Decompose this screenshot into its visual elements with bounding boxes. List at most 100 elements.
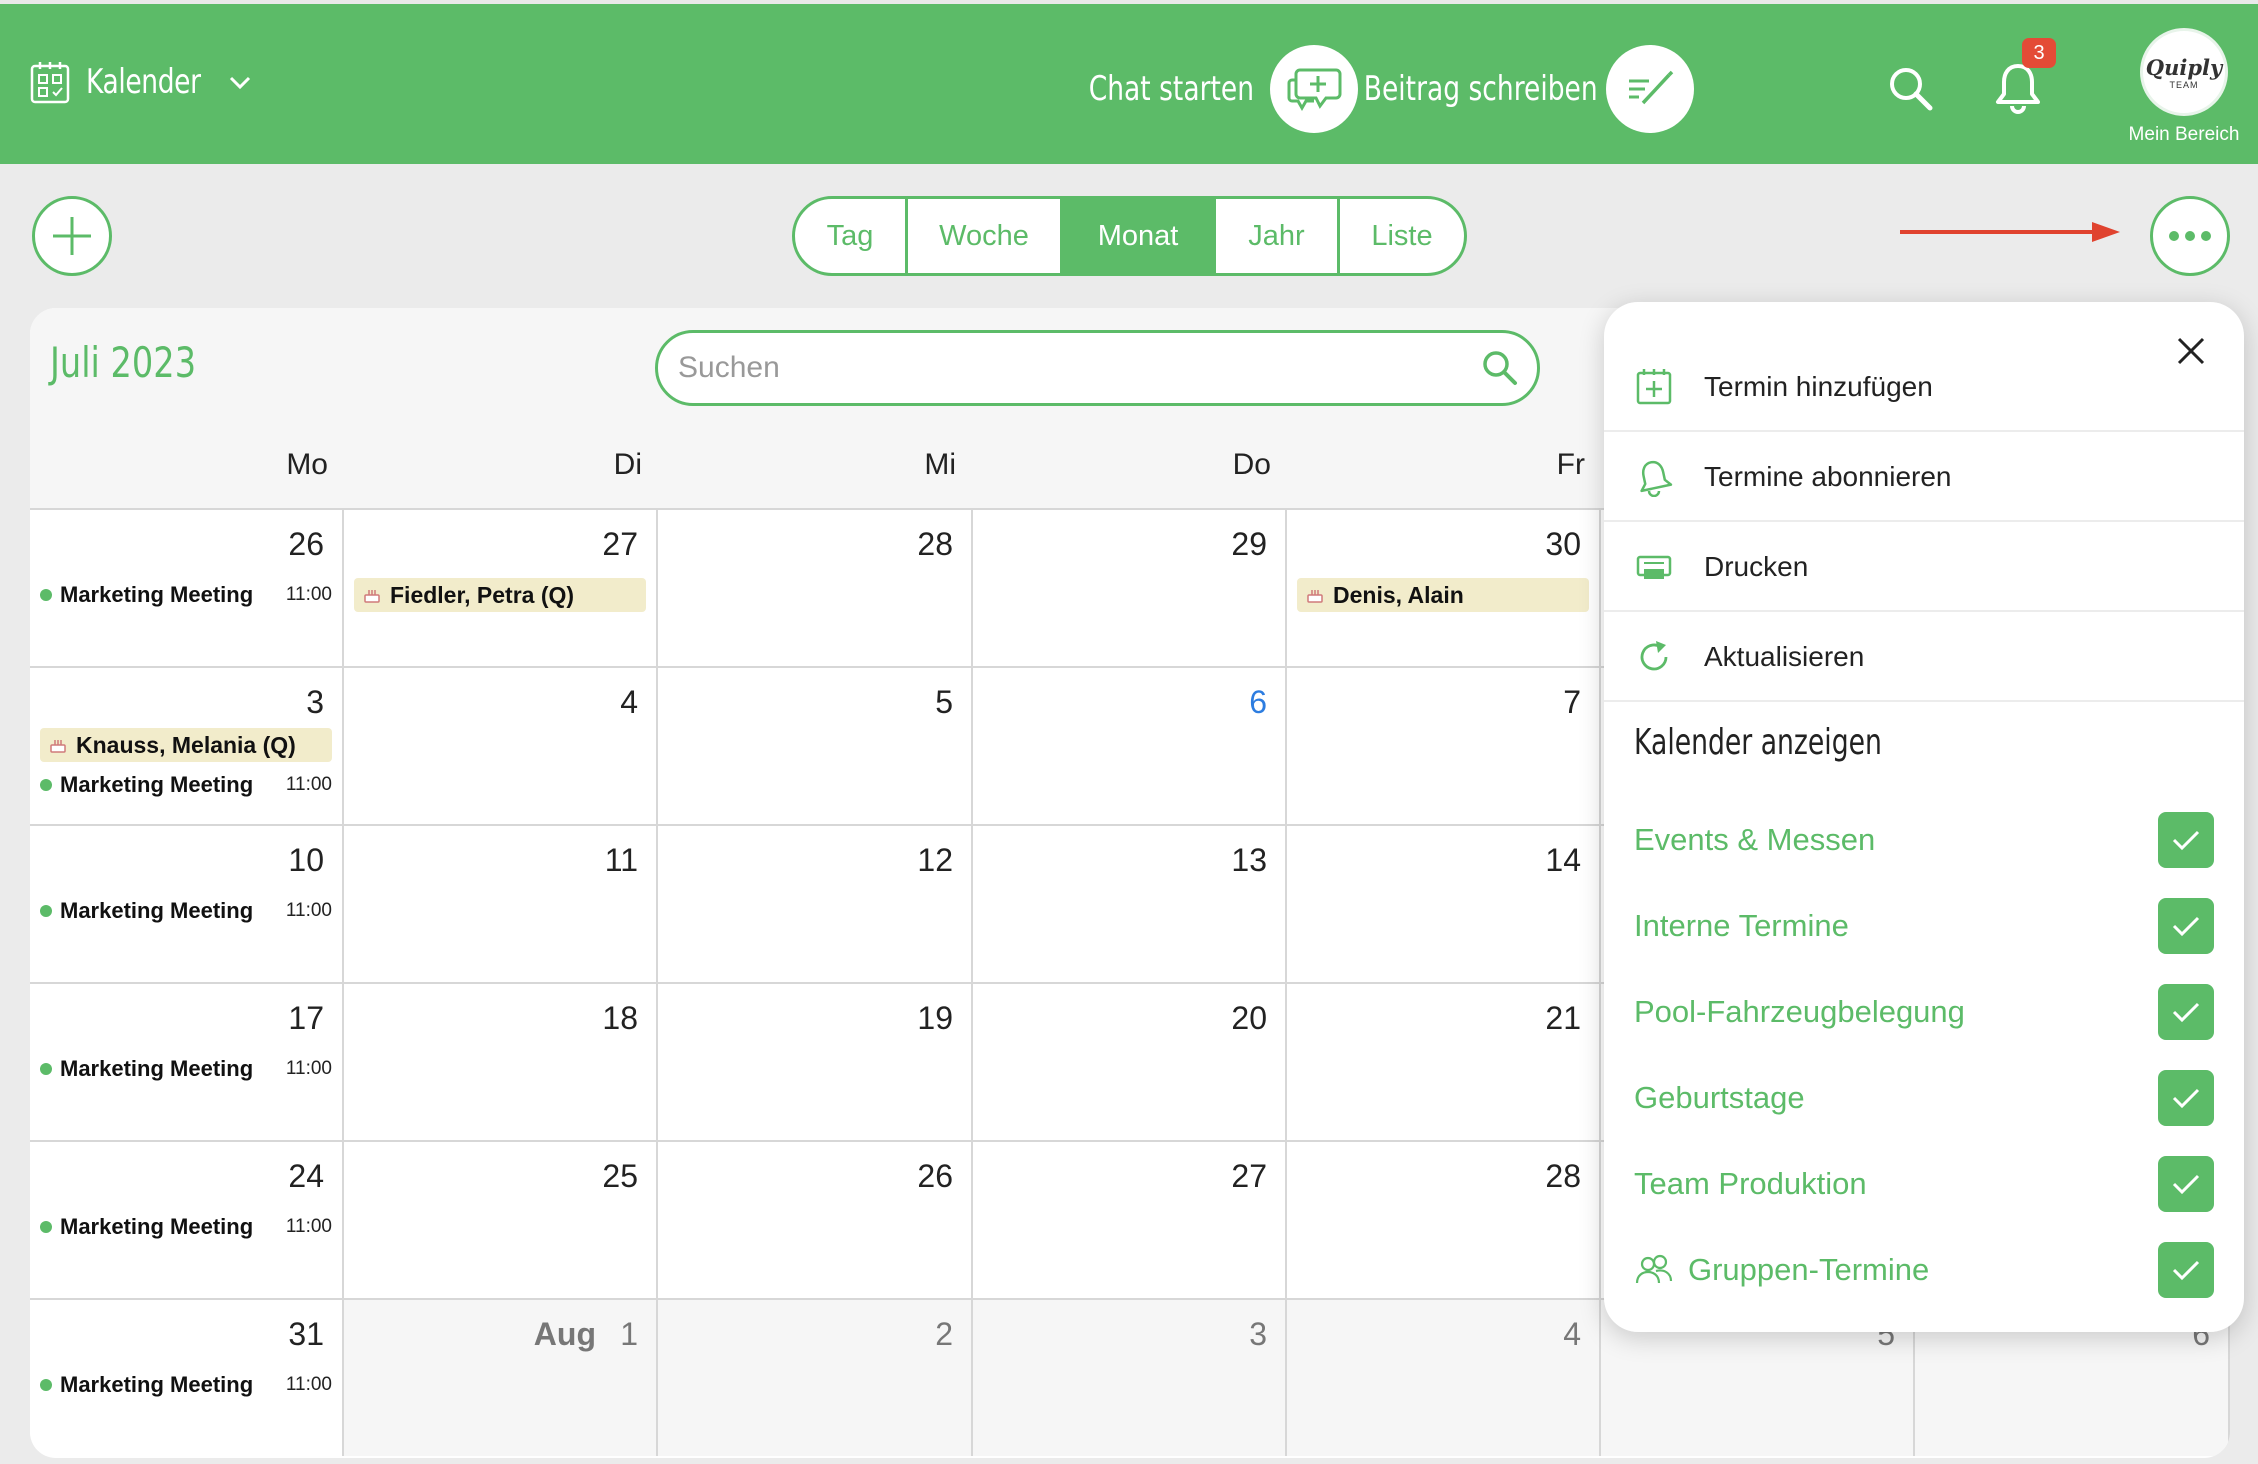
day-cell[interactable]: 27 <box>973 1140 1287 1298</box>
search-input[interactable] <box>678 343 1438 393</box>
search-icon[interactable] <box>1481 349 1519 387</box>
day-cell[interactable]: 26 Marketing Meeting 11:00 <box>30 508 344 666</box>
day-number: 30 <box>1545 526 1581 562</box>
top-bar: Kalender Chat starten Beitrag schreiben <box>0 0 2258 164</box>
more-options-button[interactable] <box>2150 196 2230 276</box>
write-post-label: Beitrag schreiben <box>1363 69 1598 109</box>
tab-month[interactable]: Monat <box>1063 199 1216 273</box>
day-cell[interactable]: 26 <box>658 1140 973 1298</box>
day-number: 14 <box>1545 842 1581 878</box>
day-cell[interactable]: 6 <box>973 666 1287 824</box>
day-cell[interactable]: 3 <box>973 1298 1287 1456</box>
day-cell[interactable]: 21 <box>1287 982 1601 1140</box>
my-area-button[interactable]: Quiply TEAM Mein Bereich <box>2120 28 2248 146</box>
day-cell[interactable]: 1 Aug <box>344 1298 658 1456</box>
day-cell[interactable]: 13 <box>973 824 1287 982</box>
start-chat-button[interactable]: Chat starten <box>1030 44 1358 134</box>
weekday-header: Di <box>613 448 642 481</box>
refresh-item[interactable]: Aktualisieren <box>1604 614 2244 702</box>
day-cell[interactable]: 28 <box>1287 1140 1601 1298</box>
day-cell[interactable]: 11 <box>344 824 658 982</box>
day-number: 12 <box>917 842 953 878</box>
close-icon[interactable] <box>2176 336 2206 366</box>
checkmark-icon <box>2172 1260 2200 1281</box>
subscribe-appointments-item[interactable]: Termine abonnieren <box>1604 434 2244 522</box>
calendar-add-icon <box>1636 369 1672 405</box>
tab-year[interactable]: Jahr <box>1216 199 1340 273</box>
meeting-event[interactable]: Marketing Meeting 11:00 <box>40 1212 332 1242</box>
meeting-event[interactable]: Marketing Meeting 11:00 <box>40 1370 332 1400</box>
calendar-search[interactable] <box>655 330 1540 406</box>
meeting-event[interactable]: Marketing Meeting 11:00 <box>40 770 332 800</box>
checkbox-checked[interactable] <box>2158 898 2214 954</box>
more-dots-icon <box>2169 231 2211 241</box>
day-cell[interactable]: 20 <box>973 982 1287 1140</box>
calendar-toggle-label: Gruppen-Termine <box>1688 1252 1930 1287</box>
birthday-event[interactable]: Denis, Alain <box>1297 578 1589 612</box>
write-post-button[interactable]: Beitrag schreiben <box>1300 44 1694 134</box>
checkbox-checked[interactable] <box>2158 1242 2214 1298</box>
day-cell[interactable]: 2 <box>658 1298 973 1456</box>
add-appointment-item[interactable]: Termin hinzufügen <box>1604 344 2244 432</box>
print-item[interactable]: Drucken <box>1604 524 2244 612</box>
day-cell[interactable]: 14 <box>1287 824 1601 982</box>
checkbox-checked[interactable] <box>2158 984 2214 1040</box>
day-number: 26 <box>288 526 324 562</box>
day-cell[interactable]: 24 Marketing Meeting 11:00 <box>30 1140 344 1298</box>
options-panel: Termin hinzufügen Termine abonnieren Dru… <box>1604 302 2244 1332</box>
day-cell[interactable]: 3 Knauss, Melania (Q) Marketing Meeting 11:… <box>30 666 344 824</box>
cake-icon <box>50 740 66 753</box>
day-number: 20 <box>1231 1000 1267 1036</box>
day-number: 7 <box>1563 684 1581 720</box>
day-cell[interactable]: 28 <box>658 508 973 666</box>
checkbox-checked[interactable] <box>2158 1070 2214 1126</box>
day-number: 1 <box>620 1316 638 1352</box>
day-cell[interactable]: 25 <box>344 1140 658 1298</box>
meeting-event[interactable]: Marketing Meeting 11:00 <box>40 1054 332 1084</box>
day-cell[interactable]: 12 <box>658 824 973 982</box>
menu-item-label: Drucken <box>1704 551 1809 582</box>
event-dot <box>40 1221 52 1233</box>
meeting-event[interactable]: Marketing Meeting 11:00 <box>40 580 332 610</box>
meeting-event[interactable]: Marketing Meeting 11:00 <box>40 896 332 926</box>
checkbox-checked[interactable] <box>2158 1156 2214 1212</box>
tab-week[interactable]: Woche <box>908 199 1063 273</box>
day-number: 17 <box>288 1000 324 1036</box>
tab-day[interactable]: Tag <box>795 199 908 273</box>
day-cell[interactable]: 10 Marketing Meeting 11:00 <box>30 824 344 982</box>
notification-bell-icon[interactable] <box>1992 60 2044 116</box>
calendar-toggle-label: Geburtstage <box>1634 1080 1805 1115</box>
day-number: 5 <box>935 684 953 720</box>
day-cell[interactable]: 18 <box>344 982 658 1140</box>
calendar-toggle-group-appointments[interactable]: Gruppen-Termine <box>1634 1240 2214 1300</box>
day-cell[interactable]: 27 Fiedler, Petra (Q) <box>344 508 658 666</box>
calendar-toggle-internal[interactable]: Interne Termine <box>1634 896 2214 956</box>
day-number: 4 <box>1563 1316 1581 1352</box>
day-cell[interactable]: 29 <box>973 508 1287 666</box>
cake-icon <box>1307 590 1323 603</box>
day-cell[interactable]: 31 Marketing Meeting 11:00 <box>30 1298 344 1456</box>
day-number: 28 <box>917 526 953 562</box>
day-number: 6 <box>1249 684 1267 720</box>
checkbox-checked[interactable] <box>2158 812 2214 868</box>
search-icon[interactable] <box>1886 64 1936 114</box>
day-cell[interactable]: 19 <box>658 982 973 1140</box>
calendar-toggle-pool-vehicles[interactable]: Pool-Fahrzeugbelegung <box>1634 982 2214 1042</box>
day-cell[interactable]: 7 <box>1287 666 1601 824</box>
day-number: 13 <box>1231 842 1267 878</box>
calendar-toggle-birthdays[interactable]: Geburtstage <box>1634 1068 2214 1128</box>
cake-icon <box>364 590 380 603</box>
calendar-module-menu[interactable]: Kalender <box>30 58 253 106</box>
tab-list[interactable]: Liste <box>1371 219 1433 252</box>
calendar-toggle-events[interactable]: Events & Messen <box>1634 810 2214 870</box>
birthday-event[interactable]: Knauss, Melania (Q) <box>40 728 332 762</box>
calendar-toggle-team-production[interactable]: Team Produktion <box>1634 1154 2214 1214</box>
bell-icon <box>1640 460 1673 497</box>
day-cell[interactable]: 30 Denis, Alain <box>1287 508 1601 666</box>
birthday-event[interactable]: Fiedler, Petra (Q) <box>354 578 646 612</box>
day-cell[interactable]: 17 Marketing Meeting 11:00 <box>30 982 344 1140</box>
day-cell[interactable]: 4 <box>1287 1298 1601 1456</box>
day-cell[interactable]: 4 <box>344 666 658 824</box>
day-cell[interactable]: 5 <box>658 666 973 824</box>
add-event-button[interactable] <box>32 196 112 276</box>
